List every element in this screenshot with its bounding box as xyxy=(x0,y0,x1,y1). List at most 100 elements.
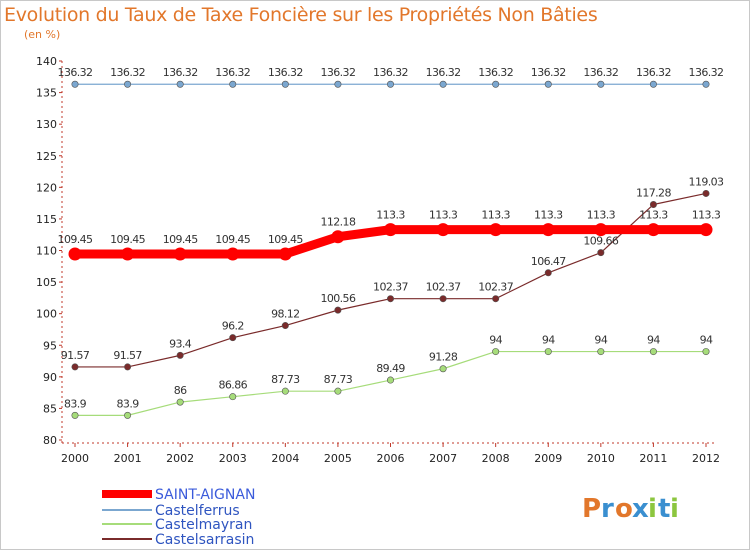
data-point xyxy=(124,363,132,371)
data-label: 87.73 xyxy=(324,373,353,386)
data-point xyxy=(281,322,289,330)
data-point xyxy=(492,80,500,88)
x-tick-label: 2000 xyxy=(61,452,89,465)
x-tick-label: 2002 xyxy=(166,452,194,465)
data-point xyxy=(386,295,394,303)
data-label: 98.12 xyxy=(271,308,300,321)
x-tick-label: 2009 xyxy=(534,452,562,465)
data-point xyxy=(544,348,552,356)
data-label: 136.32 xyxy=(636,66,671,79)
data-point xyxy=(439,295,447,303)
logo-letter: i xyxy=(670,494,679,524)
data-point xyxy=(544,269,552,277)
legend-label: SAINT-AIGNAN xyxy=(155,487,255,503)
data-point xyxy=(597,249,605,257)
data-point xyxy=(281,387,289,395)
y-tick-label: 115 xyxy=(36,213,57,226)
data-label: 96.2 xyxy=(222,320,244,333)
data-label: 136.32 xyxy=(110,66,145,79)
y-tick-label: 100 xyxy=(36,308,57,321)
data-point xyxy=(597,80,605,88)
data-label: 109.45 xyxy=(215,233,250,246)
y-tick-label: 120 xyxy=(36,181,57,194)
data-label: 136.32 xyxy=(215,66,250,79)
data-point xyxy=(597,348,605,356)
data-point xyxy=(541,223,555,237)
data-point xyxy=(124,80,132,88)
data-point xyxy=(702,189,710,197)
data-point xyxy=(229,80,237,88)
data-point xyxy=(334,80,342,88)
data-label: 109.45 xyxy=(163,233,198,246)
y-tick-label: 110 xyxy=(36,245,57,258)
legend-label: Castelmayran xyxy=(155,517,252,533)
logo-letter: P xyxy=(582,494,601,524)
y-tick-label: 135 xyxy=(36,87,57,100)
axes: 80 85 90 95 100 105 110 115 120 125 130 135 140 2000 2… xyxy=(36,55,720,465)
x-tick-label: 2006 xyxy=(377,452,405,465)
data-label: 136.32 xyxy=(163,66,198,79)
data-point xyxy=(331,230,345,244)
data-point xyxy=(492,348,500,356)
y-tick-label: 90 xyxy=(43,371,57,384)
logo-letter: r xyxy=(601,494,614,524)
data-label: 109.45 xyxy=(58,233,93,246)
logo-letter: t xyxy=(658,494,670,524)
data-label: 136.32 xyxy=(58,66,93,79)
data-label: 136.32 xyxy=(373,66,408,79)
data-label: 106.47 xyxy=(531,255,566,268)
x-tick-label: 2001 xyxy=(114,452,142,465)
legend-label: Castelsarrasin xyxy=(155,532,254,548)
data-label: 91.57 xyxy=(113,349,142,362)
data-label: 113.3 xyxy=(534,209,563,222)
x-tick-label: 2012 xyxy=(692,452,720,465)
data-label: 86.86 xyxy=(219,379,248,392)
data-label: 94 xyxy=(594,334,607,347)
data-label: 83.9 xyxy=(117,397,140,410)
x-tick-label: 2004 xyxy=(271,452,299,465)
data-label: 136.32 xyxy=(478,66,513,79)
data-point xyxy=(649,348,657,356)
data-label: 109.45 xyxy=(268,233,303,246)
data-label: 94 xyxy=(700,334,713,347)
y-tick-label: 140 xyxy=(36,55,57,68)
data-labels-layer: 136.32 136.32 136.32 136.32 136.32 136.32 136.… xyxy=(58,66,725,410)
data-label: 113.3 xyxy=(481,209,510,222)
data-point xyxy=(649,201,657,209)
data-point xyxy=(281,80,289,88)
data-point xyxy=(492,295,500,303)
x-tick-label: 2010 xyxy=(587,452,615,465)
data-label: 117.28 xyxy=(636,187,671,200)
data-label: 113.3 xyxy=(639,209,668,222)
y-tick-label: 125 xyxy=(36,150,57,163)
data-point xyxy=(594,223,608,237)
data-point xyxy=(71,363,79,371)
y-tick-label: 95 xyxy=(43,339,57,352)
data-label: 94 xyxy=(489,334,502,347)
data-label: 102.37 xyxy=(426,281,461,294)
data-point xyxy=(702,80,710,88)
legend-label: Castelferrus xyxy=(155,503,240,519)
data-label: 136.32 xyxy=(268,66,303,79)
logo-letter: i xyxy=(648,494,657,524)
data-point xyxy=(489,223,503,237)
y-tick-label: 80 xyxy=(43,434,57,447)
chart-subtitle: (en %) xyxy=(24,28,61,41)
x-tick-label: 2005 xyxy=(324,452,352,465)
y-tick-label: 130 xyxy=(36,118,57,131)
data-point xyxy=(439,365,447,373)
data-point xyxy=(334,387,342,395)
data-point xyxy=(176,398,184,406)
data-point xyxy=(439,80,447,88)
x-tick-label: 2011 xyxy=(639,452,667,465)
data-point xyxy=(176,80,184,88)
data-label: 112.18 xyxy=(320,216,355,229)
data-label: 94 xyxy=(647,334,660,347)
data-label: 136.32 xyxy=(689,66,724,79)
data-point xyxy=(121,247,135,261)
x-tick-label: 2003 xyxy=(219,452,247,465)
y-tick-label: 105 xyxy=(36,276,57,289)
logo-letter: o xyxy=(615,494,633,524)
series-layer xyxy=(68,80,713,419)
